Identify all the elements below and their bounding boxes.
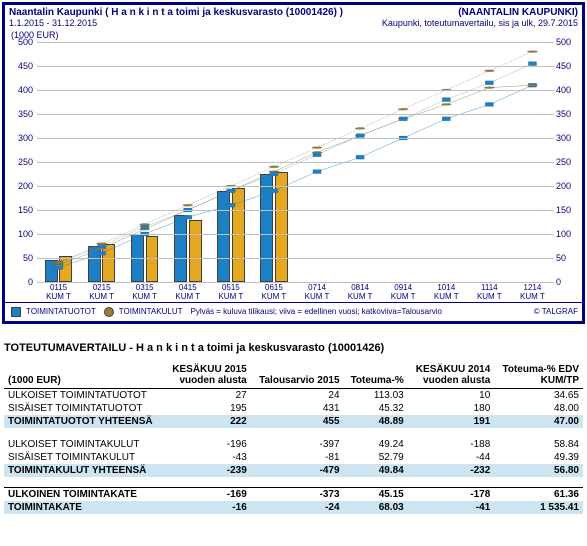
table-row: SISÄISET TOIMINTAKULUT-43-8152.79-4449.3…: [4, 451, 583, 464]
legend-label-tuotot: TOIMINTATUOTOT: [26, 307, 96, 316]
table-row: SISÄISET TOIMINTATUOTOT19543145.3218048.…: [4, 402, 583, 415]
x-label: 0615KUM T: [252, 284, 295, 302]
data-table: (1000 EUR)KESÄKUU 2015vuoden alustaTalou…: [4, 362, 583, 514]
table-header-row: (1000 EUR)KESÄKUU 2015vuoden alustaTalou…: [4, 362, 583, 389]
x-label: 0115KUM T: [37, 284, 80, 302]
legend-item-tuotot: TOIMINTATUOTOT: [11, 307, 96, 317]
table-title: TOTEUTUMAVERTAILU - H a n k i n t a toim…: [4, 342, 583, 354]
legend-item-kulut: TOIMINTAKULUT: [104, 307, 183, 317]
x-label: 0215KUM T: [80, 284, 123, 302]
legend-marker-tuotot: [11, 307, 21, 317]
chart-title-left: Naantalin Kaupunki ( H a n k i n t a toi…: [9, 7, 343, 18]
table-row: ULKOISET TOIMINTAKULUT-196-39749.24-1885…: [4, 438, 583, 451]
chart-header: Naantalin Kaupunki ( H a n k i n t a toi…: [5, 5, 582, 30]
x-label: 0415KUM T: [166, 284, 209, 302]
x-label: 0714KUM T: [295, 284, 338, 302]
table-row: TOIMINTAKULUT YHTEENSÄ-239-47949.84-2325…: [4, 464, 583, 477]
legend-note: Pylväs = kuluva tilikausi; viiva = edell…: [191, 307, 577, 316]
table-row: ULKOINEN TOIMINTAKATE-169-37345.15-17861…: [4, 487, 583, 501]
copyright: © TALGRAF: [534, 307, 578, 316]
x-label: 1014KUM T: [425, 284, 468, 302]
x-label: 1114KUM T: [468, 284, 511, 302]
x-label: 0515KUM T: [209, 284, 252, 302]
table-row: ULKOISET TOIMINTATUOTOT2724113.031034.65: [4, 388, 583, 402]
table-section: TOTEUTUMAVERTAILU - H a n k i n t a toim…: [0, 342, 587, 518]
x-axis-labels: 0115KUM T0215KUM T0315KUM T0415KUM T0515…: [37, 284, 554, 302]
legend-label-kulut: TOIMINTAKULUT: [119, 307, 183, 316]
plot-area: 0050501001001501502002002502503003003503…: [37, 42, 554, 282]
x-label: 1214KUM T: [511, 284, 554, 302]
chart-sub-right: Kaupunki, toteutumavertailu, sis ja ulk,…: [382, 18, 578, 28]
legend-marker-kulut: [104, 307, 114, 317]
chart-container: Naantalin Kaupunki ( H a n k i n t a toi…: [2, 2, 585, 324]
x-label: 0914KUM T: [382, 284, 425, 302]
y-axis-unit: (1000 EUR): [5, 30, 582, 40]
chart-sub-left: 1.1.2015 - 31.12.2015: [9, 18, 97, 28]
x-label: 0814KUM T: [339, 284, 382, 302]
legend: TOIMINTATUOTOT TOIMINTAKULUT Pylväs = ku…: [5, 302, 582, 321]
table-body: ULKOISET TOIMINTATUOTOT2724113.031034.65…: [4, 388, 583, 514]
chart-title-right: (NAANTALIN KAUPUNKI): [458, 7, 578, 18]
table-row: TOIMINTATUOTOT YHTEENSÄ22245548.8919147.…: [4, 415, 583, 428]
x-label: 0315KUM T: [123, 284, 166, 302]
table-row: TOIMINTAKATE-16-2468.03-411 535.41: [4, 501, 583, 514]
